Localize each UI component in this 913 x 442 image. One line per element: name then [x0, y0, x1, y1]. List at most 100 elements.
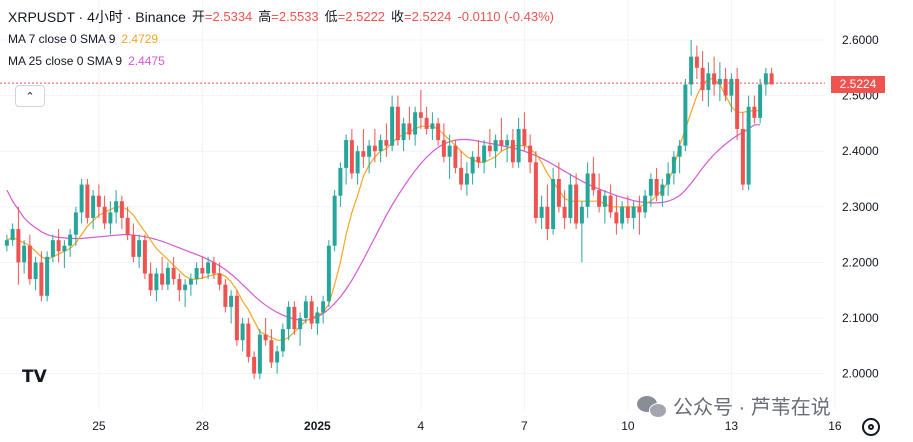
candle [493, 134, 498, 168]
ma7-row[interactable]: MA 7 close 0 SMA 9 2.4729 [8, 28, 554, 50]
y-tick-label: 2.2000 [842, 255, 879, 269]
close-value: =2.5224 [404, 9, 452, 24]
candle [666, 162, 671, 196]
candle-body [407, 123, 412, 135]
candle-body [16, 229, 21, 263]
candle-body [643, 195, 648, 213]
candle-body [723, 78, 728, 96]
candle [551, 167, 556, 235]
candle-body [177, 279, 182, 291]
candle [729, 73, 734, 113]
chart-legend: XRPUSDT · 4小时 · Binance 开=2.5334 高=2.553… [8, 6, 554, 72]
wechat-icon [637, 394, 667, 418]
candle [752, 95, 757, 124]
open-value: =2.5334 [204, 9, 253, 24]
candle-body [459, 167, 464, 185]
x-tick-label: 13 [725, 419, 739, 433]
candle-body [206, 262, 211, 274]
candle [321, 295, 326, 324]
candle [545, 184, 550, 241]
candle-body [493, 140, 498, 152]
candle-body [608, 195, 613, 213]
candle [102, 195, 107, 230]
candle-body [712, 73, 717, 85]
candle-body [229, 295, 234, 307]
candle [671, 151, 676, 185]
ma25-value: 2.4475 [128, 54, 165, 68]
high-value: =2.5533 [271, 9, 319, 24]
candle [355, 145, 360, 185]
candle-body [45, 256, 50, 296]
candle-body [234, 295, 239, 341]
ohlc-row: XRPUSDT · 4小时 · Binance 开=2.5334 高=2.553… [8, 6, 554, 28]
candle [620, 201, 625, 230]
candle-body [315, 312, 320, 324]
tradingview-logo[interactable]: TV [22, 367, 47, 387]
candle [723, 67, 728, 102]
candle [625, 195, 630, 224]
candle [441, 123, 446, 163]
candle-body [10, 229, 15, 241]
candle-body [292, 306, 297, 330]
candle [183, 279, 188, 307]
x-tick-label: 2025 [304, 419, 331, 433]
chevron-up-icon: ⌃ [25, 90, 35, 103]
candle [597, 173, 602, 213]
candle-body [125, 217, 130, 235]
candle [22, 240, 27, 274]
candle-body [154, 273, 159, 291]
candle-body [482, 145, 487, 163]
candle-body [447, 145, 452, 157]
candle [33, 256, 38, 291]
gear-icon[interactable] [862, 418, 880, 436]
candle [286, 301, 291, 341]
watermark: 公众号 · 芦苇在说 [637, 391, 831, 420]
low-value: =2.5222 [337, 9, 386, 24]
candle-body [660, 184, 665, 196]
candle-body [401, 123, 406, 141]
candle-body [73, 212, 78, 235]
candle-body [390, 106, 395, 146]
candle [39, 251, 44, 302]
candle-body [361, 151, 366, 157]
candle-body [562, 206, 567, 218]
symbol-title[interactable]: XRPUSDT · 4小时 · Binance [8, 9, 186, 25]
candle [384, 123, 389, 157]
candle-body [637, 206, 642, 213]
candle [614, 195, 619, 235]
candle-body [223, 284, 228, 307]
candle [252, 351, 257, 380]
candle-body [246, 323, 251, 357]
candle [344, 134, 349, 185]
candle [361, 128, 366, 168]
ma25-row[interactable]: MA 25 close 0 SMA 9 2.4475 [8, 50, 554, 72]
candle-body [625, 206, 630, 218]
candle [574, 173, 579, 230]
candle [298, 312, 303, 346]
candle [269, 329, 274, 369]
candle [223, 279, 228, 313]
candle [430, 112, 435, 141]
candle [217, 262, 222, 291]
candle [717, 62, 722, 102]
collapse-legend-button[interactable]: ⌃ [15, 85, 45, 107]
candle-body [602, 195, 607, 207]
candle-body [384, 140, 389, 146]
candle [96, 184, 101, 218]
candle-body [165, 267, 170, 285]
candle-body [470, 156, 475, 174]
close-label: 收 [391, 9, 405, 24]
candle-body [91, 195, 96, 218]
candle-body [367, 145, 372, 157]
candle [413, 106, 418, 146]
high-label: 高 [258, 9, 272, 24]
candle [338, 162, 343, 207]
change-value: -0.0110 (-0.43%) [457, 9, 554, 24]
candle-body [114, 201, 119, 213]
candle-body [614, 212, 619, 224]
candle [326, 240, 331, 307]
candle [27, 234, 32, 285]
candle-body [39, 262, 44, 296]
candle [349, 128, 354, 179]
